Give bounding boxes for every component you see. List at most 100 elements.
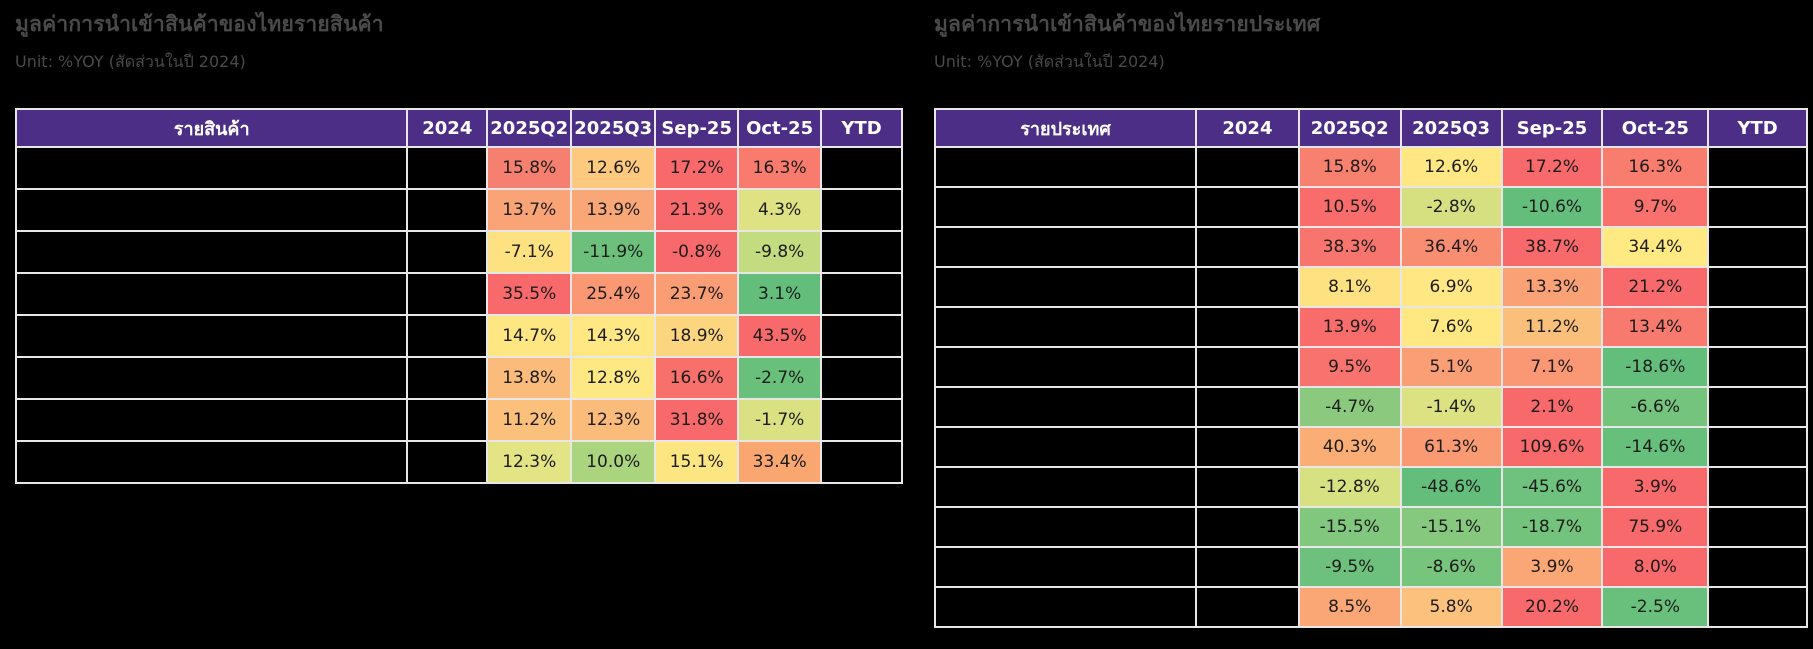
row-label-redacted [14,398,409,442]
value-cell: -8.6% [1399,546,1503,588]
value-cell: 34.4% [1601,226,1710,268]
row-label-redacted [933,266,1198,308]
cell-ytd-redacted [820,146,903,190]
table-row: 11.2% 12.3% 31.8% -1.7% [14,398,903,442]
value-cell: 12.8% [570,356,657,400]
value-cell: -9.8% [737,230,823,274]
row-label-redacted [933,226,1198,268]
row-label-redacted [933,426,1198,468]
table-row: -7.1% -11.9% -0.8% -9.8% [14,230,903,274]
column-header: YTD [820,108,903,148]
value-cell: 38.3% [1297,226,1402,268]
cell-2024-redacted [1195,226,1300,268]
value-cell: 12.6% [570,146,657,190]
table-row: -12.8% -48.6% -45.6% 3.9% [933,466,1808,508]
value-cell: 3.9% [1601,466,1710,508]
row-label-redacted [14,188,409,232]
value-cell: 11.2% [486,398,573,442]
cell-2024-redacted [1195,426,1300,468]
value-cell: 14.7% [486,314,573,358]
cell-ytd-redacted [1707,346,1808,388]
table-row: 8.1% 6.9% 13.3% 21.2% [933,266,1808,308]
value-cell: -18.6% [1601,346,1710,388]
row-label-redacted [933,386,1198,428]
value-cell: -2.8% [1399,186,1503,228]
column-header: 2024 [406,108,489,148]
value-cell: 13.7% [486,188,573,232]
table-row: -4.7% -1.4% 2.1% -6.6% [933,386,1808,428]
column-header: Sep-25 [1500,108,1604,148]
cell-2024-redacted [1195,146,1300,188]
table-row: -15.5% -15.1% -18.7% 75.9% [933,506,1808,548]
cell-ytd-redacted [1707,506,1808,548]
table-row: 38.3% 36.4% 38.7% 34.4% [933,226,1808,268]
column-header: Oct-25 [737,108,823,148]
value-cell: 15.8% [486,146,573,190]
cell-2024-redacted [1195,466,1300,508]
value-cell: 3.9% [1500,546,1604,588]
value-cell: -12.8% [1297,466,1402,508]
value-cell: 15.1% [654,440,740,484]
value-cell: 16.3% [1601,146,1710,188]
value-cell: 12.3% [570,398,657,442]
value-cell: 8.5% [1297,586,1402,628]
cell-ytd-redacted [820,230,903,274]
table-row: 13.8% 12.8% 16.6% -2.7% [14,356,903,400]
value-cell: -48.6% [1399,466,1503,508]
value-cell: 33.4% [737,440,823,484]
value-cell: 11.2% [1500,306,1604,348]
value-cell: -45.6% [1500,466,1604,508]
value-cell: 10.0% [570,440,657,484]
value-cell: 9.5% [1297,346,1402,388]
value-cell: 12.3% [486,440,573,484]
value-cell: 7.6% [1399,306,1503,348]
cell-2024-redacted [406,188,489,232]
cell-ytd-redacted [820,314,903,358]
cell-ytd-redacted [820,440,903,484]
table-row: 9.5% 5.1% 7.1% -18.6% [933,346,1808,388]
value-cell: -1.4% [1399,386,1503,428]
cell-ytd-redacted [820,398,903,442]
table-row: 10.5% -2.8% -10.6% 9.7% [933,186,1808,228]
value-cell: 109.6% [1500,426,1604,468]
cell-ytd-redacted [1707,266,1808,308]
value-cell: 14.3% [570,314,657,358]
table-row: 8.5% 5.8% 20.2% -2.5% [933,586,1808,628]
value-cell: -10.6% [1500,186,1604,228]
cell-ytd-redacted [1707,226,1808,268]
row-label-redacted [933,586,1198,628]
cell-2024-redacted [406,356,489,400]
value-cell: 9.7% [1601,186,1710,228]
cell-2024-redacted [1195,186,1300,228]
value-cell: 13.3% [1500,266,1604,308]
cell-2024-redacted [1195,506,1300,548]
table-body: 15.8% 12.6% 17.2% 16.3% 10.5% -2.8% -10.6% 9.7%… [933,146,1808,628]
value-cell: 10.5% [1297,186,1402,228]
value-cell: 17.2% [1500,146,1604,188]
value-cell: -9.5% [1297,546,1402,588]
value-cell: 2.1% [1500,386,1604,428]
value-cell: 5.1% [1399,346,1503,388]
table-row: 14.7% 14.3% 18.9% 43.5% [14,314,903,358]
value-cell: 36.4% [1399,226,1503,268]
value-cell: -4.7% [1297,386,1402,428]
value-cell: -7.1% [486,230,573,274]
value-cell: -11.9% [570,230,657,274]
value-cell: 12.6% [1399,146,1503,188]
value-cell: 3.1% [737,272,823,316]
value-cell: 5.8% [1399,586,1503,628]
value-cell: 7.1% [1500,346,1604,388]
column-header: 2024 [1195,108,1300,148]
value-cell: -15.1% [1399,506,1503,548]
cell-2024-redacted [1195,306,1300,348]
value-cell: 13.9% [1297,306,1402,348]
value-cell: 61.3% [1399,426,1503,468]
cell-ytd-redacted [820,272,903,316]
value-cell: 20.2% [1500,586,1604,628]
column-header: 2025Q2 [1297,108,1402,148]
value-cell: 25.4% [570,272,657,316]
value-cell: 8.0% [1601,546,1710,588]
table-row: 35.5% 25.4% 23.7% 3.1% [14,272,903,316]
cell-ytd-redacted [820,188,903,232]
row-label-redacted [933,546,1198,588]
